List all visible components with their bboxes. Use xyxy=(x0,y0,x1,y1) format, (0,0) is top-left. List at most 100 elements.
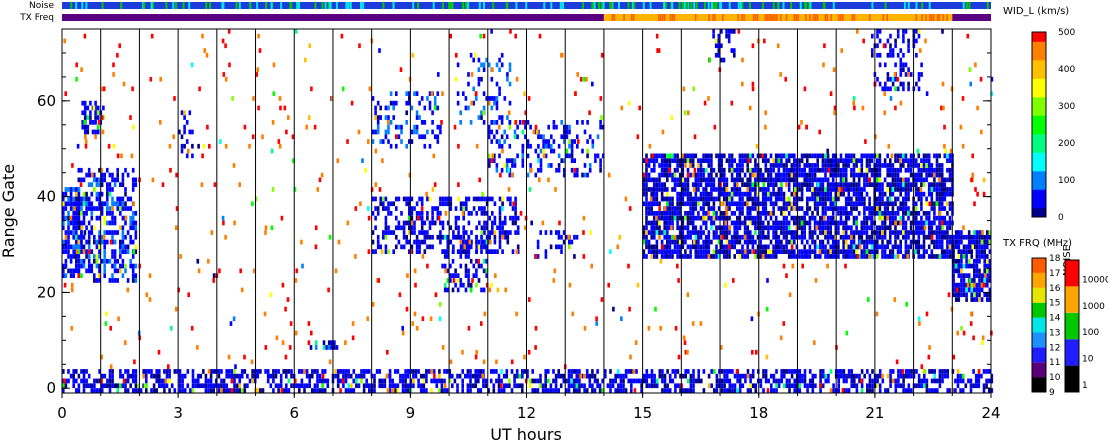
noise-bar-tick xyxy=(182,2,185,9)
echo-cell xyxy=(904,158,908,163)
echo-cell xyxy=(965,258,968,264)
echo-cell xyxy=(85,369,88,374)
scatter-cell xyxy=(632,369,635,374)
echo-cell xyxy=(687,378,690,384)
echo-cell xyxy=(134,263,138,269)
echo-cell xyxy=(550,163,553,168)
echo-cell xyxy=(803,177,806,183)
echo-cell xyxy=(772,378,776,384)
echo-cell xyxy=(658,373,662,379)
echo-cell xyxy=(256,388,260,393)
echo-cell xyxy=(124,201,127,207)
echo-cell xyxy=(384,196,388,202)
echo-cell xyxy=(666,254,669,259)
echo-cell xyxy=(501,230,504,235)
echo-cell xyxy=(785,230,788,235)
txfreq-stripe xyxy=(938,14,941,21)
noise-bar-tick xyxy=(324,2,327,9)
echo-cell xyxy=(889,76,892,82)
echo-cell xyxy=(933,239,936,245)
echo-cell xyxy=(418,230,421,235)
echo-cell xyxy=(806,158,809,163)
echo-cell xyxy=(489,378,493,384)
echo-cell xyxy=(837,196,840,202)
echo-cell xyxy=(531,388,534,393)
echo-cell xyxy=(839,211,843,216)
echo-cell xyxy=(491,220,494,226)
echo-cell xyxy=(487,62,491,68)
echo-cell xyxy=(767,167,770,173)
echo-cell xyxy=(408,91,411,96)
echo-cell xyxy=(655,239,659,245)
echo-cell xyxy=(897,378,900,384)
echo-cell xyxy=(938,201,941,207)
echo-cell xyxy=(392,230,395,235)
echo-cell xyxy=(617,383,620,389)
echo-cell xyxy=(534,148,538,154)
echo-cell xyxy=(678,244,682,250)
echo-cell xyxy=(886,254,889,259)
echo-cell xyxy=(922,211,926,216)
echo-cell xyxy=(988,287,992,293)
echo-cell xyxy=(544,378,547,384)
echo-cell xyxy=(472,196,476,202)
echo-cell xyxy=(668,215,672,221)
echo-cell xyxy=(684,187,687,192)
echo-cell xyxy=(899,369,903,374)
echo-cell xyxy=(676,234,679,240)
echo-cell xyxy=(526,373,529,379)
echo-cell xyxy=(761,230,765,235)
echo-cell xyxy=(730,196,734,202)
txfreq-stripe xyxy=(830,14,832,21)
scatter-cell xyxy=(683,340,687,345)
echo-cell xyxy=(946,234,949,240)
scatter-cell xyxy=(805,124,808,130)
echo-cell xyxy=(83,105,87,111)
scatter-cell xyxy=(183,110,186,116)
echo-cell xyxy=(374,115,377,120)
echo-cell xyxy=(710,167,713,173)
echo-cell xyxy=(946,244,949,250)
echo-cell xyxy=(673,249,677,254)
echo-cell xyxy=(743,225,747,231)
echo-cell xyxy=(586,148,589,154)
echo-cell xyxy=(938,191,941,197)
echo-cell xyxy=(660,163,664,168)
echo-cell xyxy=(936,378,939,384)
echo-cell xyxy=(949,388,952,393)
echo-cell xyxy=(663,373,667,379)
echo-cell xyxy=(816,206,819,211)
echo-cell xyxy=(952,239,955,245)
echo-cell xyxy=(842,254,845,259)
echo-cell xyxy=(977,383,981,389)
echo-cell xyxy=(121,258,125,264)
echo-cell xyxy=(516,134,519,140)
echo-cell xyxy=(844,158,848,163)
txfreq-stripe xyxy=(795,14,797,21)
echo-cell xyxy=(746,249,749,254)
echo-cell xyxy=(756,206,760,211)
echo-cell xyxy=(681,182,685,187)
echo-cell xyxy=(376,244,380,250)
echo-cell xyxy=(488,249,491,254)
echo-cell xyxy=(844,211,848,216)
echo-cell xyxy=(780,177,783,183)
scatter-cell xyxy=(337,239,341,245)
echo-cell xyxy=(462,225,465,231)
echo-cell xyxy=(904,177,908,183)
noise-bar-tick xyxy=(690,2,693,9)
echo-cell xyxy=(790,201,794,207)
echo-cell xyxy=(67,239,70,245)
echo-cell xyxy=(712,254,716,259)
echo-cell xyxy=(891,206,895,211)
echo-cell xyxy=(889,172,892,178)
scatter-cell xyxy=(489,239,492,245)
echo-cell xyxy=(75,191,78,197)
echo-cell xyxy=(585,373,589,379)
echo-cell xyxy=(653,163,656,168)
echo-cell xyxy=(446,220,450,226)
echo-cell xyxy=(844,201,848,207)
echo-cell xyxy=(894,234,897,240)
echo-cell xyxy=(163,369,166,374)
echo-cell xyxy=(857,167,861,173)
